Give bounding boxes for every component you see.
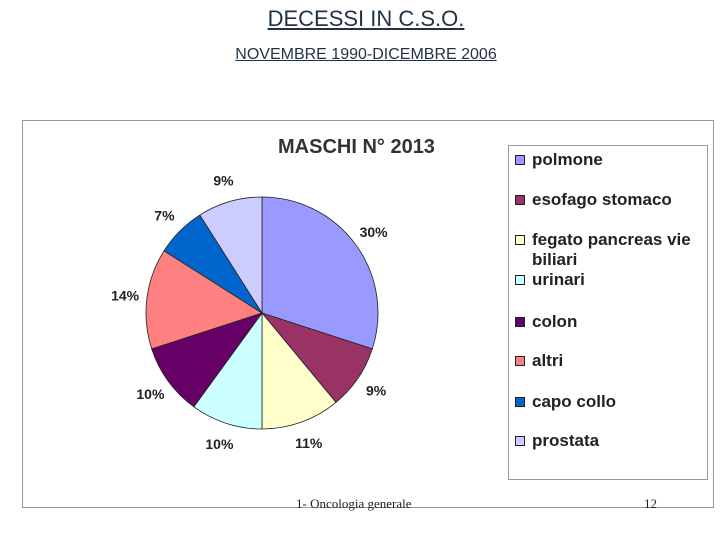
legend-label: fegato pancreas vie biliari: [532, 230, 691, 269]
pie-label-esofago-stomaco: 9%: [366, 383, 387, 399]
legend-label: urinari: [532, 270, 585, 289]
legend-label: polmone: [532, 150, 603, 169]
pie-label-prostata: 9%: [213, 173, 234, 189]
page-title: DECESSI IN C.S.O.: [267, 6, 465, 31]
legend-swatch: [515, 356, 525, 366]
pie-label-urinari: 10%: [205, 436, 234, 452]
page-subtitle: NOVEMBRE 1990-DICEMBRE 2006: [235, 46, 497, 63]
chart-legend: polmone esofago stomaco fegato pancreas vi…: [508, 145, 708, 480]
pie-label-colon: 10%: [136, 386, 165, 402]
legend-swatch: [515, 317, 525, 327]
pie-slice-altri: [145, 250, 263, 350]
pie-label-fegato-pancreas-vie-biliari: 11%: [295, 435, 323, 451]
pie-label-capo-collo: 7%: [154, 207, 175, 223]
legend-swatch: [515, 436, 525, 446]
legend-swatch: [515, 397, 525, 407]
legend-label: colon: [532, 312, 578, 331]
legend-swatch: [515, 155, 525, 165]
legend-swatch: [515, 275, 525, 285]
legend-swatch: [515, 195, 525, 205]
pie-label-altri: 14%: [111, 288, 140, 304]
legend-label: prostata: [532, 431, 600, 450]
pie-slice-colon: [151, 312, 264, 408]
legend-label: capo collo: [532, 392, 617, 411]
pie-slice-polmone: [261, 196, 379, 350]
legend-swatch: [515, 235, 525, 245]
footer-text: 1- Oncologia generale: [296, 496, 412, 511]
chart-title: MASCHI N° 2013: [278, 136, 435, 158]
pie-slice-urinari: [193, 311, 263, 430]
legend-label: esofago stomaco: [532, 190, 672, 209]
pie-label-polmone: 30%: [360, 224, 389, 240]
page-number: 12: [644, 496, 657, 511]
pie-slice-fegato-pancreas-vie-biliari: [261, 311, 337, 430]
legend-label: altri: [532, 351, 564, 370]
pie-slice-prostata: [199, 196, 263, 315]
